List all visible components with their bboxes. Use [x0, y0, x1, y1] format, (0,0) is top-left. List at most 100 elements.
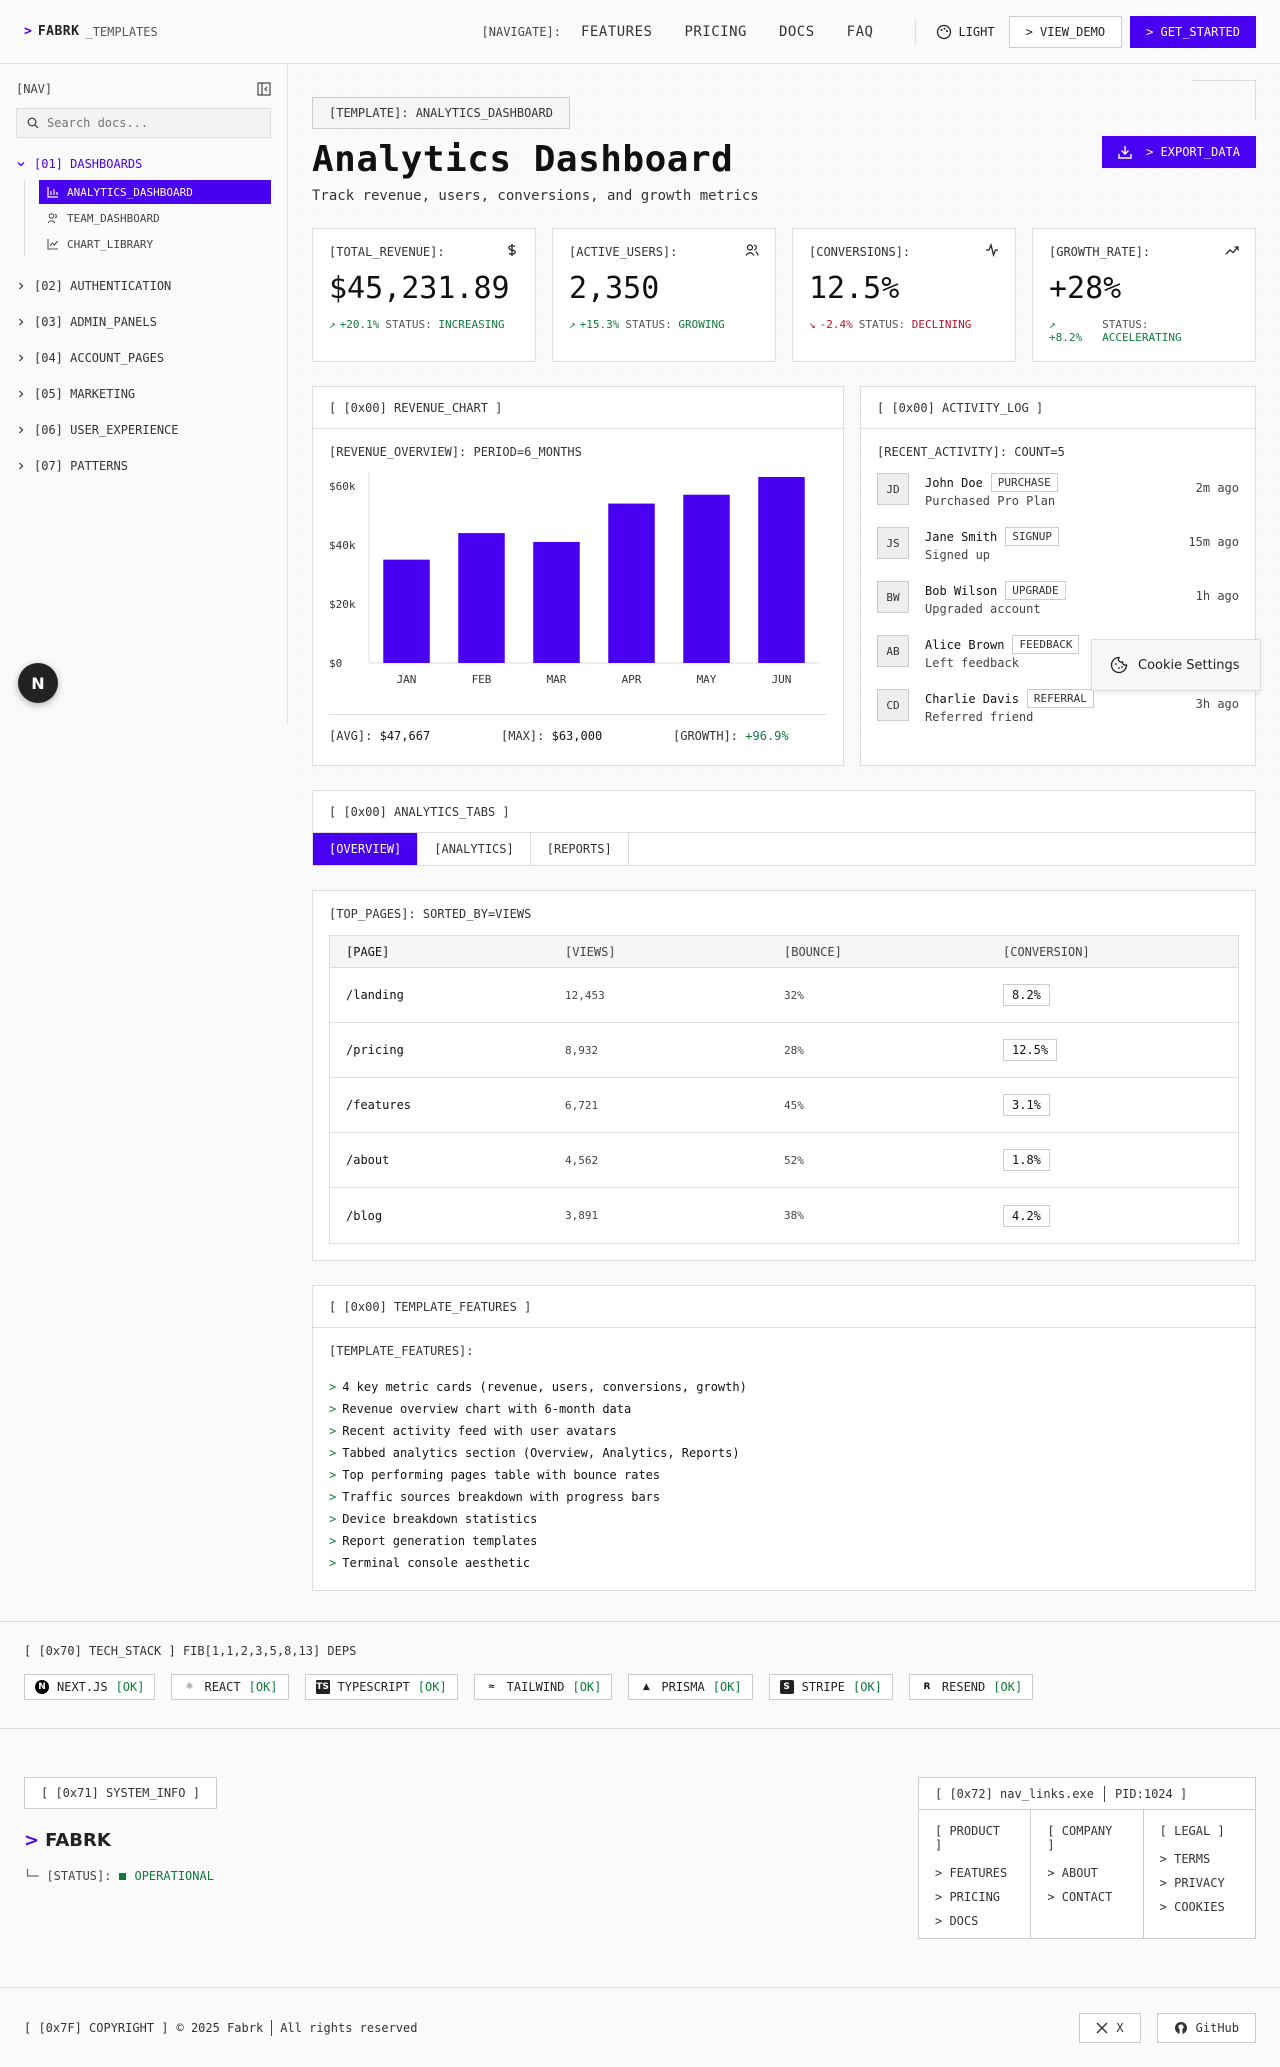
tab-reports[interactable]: [REPORTS] — [531, 833, 629, 865]
get-started-button[interactable]: > GET_STARTED — [1130, 15, 1256, 48]
column-header: [PAGE] — [346, 944, 390, 959]
metric-card: [GROWTH_RATE]: +28% ↗ +8.2% STATUS: ACCELERAT… — [1032, 228, 1256, 362]
bar-may — [683, 494, 730, 663]
chart-and-activity-row: [ [0x00] REVENUE_CHART ] [REVENUE_OVERVI… — [312, 386, 1261, 766]
brand-subtitle: _TEMPLATES — [85, 24, 158, 39]
divider — [271, 2019, 273, 2036]
sidebar-group-label: [04] ACCOUNT_PAGES — [34, 351, 165, 365]
nav-link-features[interactable]: FEATURES — [581, 23, 653, 40]
tech-chip-typescript: TS TYPESCRIPT [OK] — [304, 1674, 458, 1700]
sidebar-group-6[interactable]: [06] USER_EXPERIENCE — [16, 420, 271, 440]
footer-link[interactable]: > ABOUT — [1047, 1866, 1098, 1880]
typescript-icon: TS — [315, 1680, 330, 1694]
feature-item: > Terminal console aesthetic — [329, 1552, 1239, 1574]
tech-name: RESEND — [941, 1680, 986, 1694]
column-header: [CONVERSION] — [1003, 944, 1090, 959]
nav-divider — [915, 19, 917, 44]
footer-nav-links: [ [0x72] nav_links.exe PID:1024 ] [ PROD… — [918, 1777, 1256, 1939]
github-social-button[interactable]: GitHub — [1156, 2012, 1256, 2043]
activity-item[interactable]: AB Alice Brown FEEDBACK Left feedback — [877, 635, 1239, 689]
x-tick-label: MAR — [547, 673, 567, 686]
avg-label: [AVG]: — [329, 729, 373, 743]
cookie-settings-button[interactable]: Cookie Settings — [1091, 639, 1261, 691]
feature-text: Report generation templates — [342, 1534, 538, 1548]
chevron-right-icon — [19, 462, 24, 470]
feature-item: > Revenue overview chart with 6-month dat… — [329, 1398, 1239, 1420]
nav-link-docs[interactable]: DOCS — [778, 23, 815, 40]
download-icon — [1118, 146, 1132, 159]
sidebar-group-5[interactable]: [05] MARKETING — [16, 384, 271, 404]
activity-line: Alice Brown FEEDBACK — [925, 635, 1223, 654]
metric-cards: [TOTAL_REVENUE]: $45,231.89 ↗ +20.1% STATUS:… — [312, 228, 1256, 362]
line-chart-icon — [47, 239, 58, 250]
footer-column-heading: [ PRODUCT ] — [935, 1824, 1001, 1852]
metric-status: STATUS: DECLINING — [859, 318, 972, 331]
top-pages-subtitle: [TOP_PAGES]: SORTED_BY=VIEWS — [329, 907, 532, 921]
activity-item[interactable]: BW Bob Wilson UPGRADE Upgraded account 1h ag… — [877, 581, 1239, 635]
search-input[interactable] — [47, 116, 247, 130]
collapse-sidebar-icon[interactable] — [257, 82, 271, 96]
tech-stack-title: [ [0x70] TECH_STACK ] FIB[1,1,2,3,5,8,13… — [24, 1644, 357, 1658]
page-title: Analytics Dashboard — [312, 139, 734, 180]
footer-link-column: [ PRODUCT ] > FEATURES > PRICING > DOCS — [919, 1810, 1032, 1938]
tab-bar: [OVERVIEW] [ANALYTICS] [REPORTS] — [313, 833, 1255, 865]
tab-overview[interactable]: [OVERVIEW] — [313, 833, 419, 865]
x-social-button[interactable]: X — [1079, 2012, 1141, 2043]
brand-chevron: > — [24, 24, 32, 39]
feature-text: Traffic sources breakdown with progress … — [342, 1490, 661, 1504]
nav-link-pricing[interactable]: PRICING — [684, 23, 747, 40]
table-cell: 3,891 — [565, 1209, 599, 1222]
footer-link[interactable]: > COOKIES — [1159, 1900, 1225, 1914]
theme-toggle-button[interactable]: LIGHT — [936, 24, 995, 40]
table-row: /landing 12,453 32% 8.2% — [330, 968, 1238, 1023]
sidebar-item-analytics-dashboard[interactable]: ANALYTICS_DASHBOARD — [39, 180, 271, 204]
tech-name: STRIPE — [801, 1680, 845, 1694]
x-label: X — [1116, 2020, 1124, 2035]
sidebar-item-team-dashboard[interactable]: TEAM_DASHBOARD — [39, 206, 271, 230]
metric-status-value: INCREASING — [438, 318, 505, 331]
view-demo-button[interactable]: > VIEW_DEMO — [1008, 15, 1123, 48]
tech-stack-chips: N NEXT.JS [OK] ⚛ REACT [OK] TS TYPESCRIPT [OK] ≈ T… — [24, 1674, 1256, 1700]
footer-link[interactable]: > PRIVACY — [1159, 1876, 1225, 1890]
export-data-button[interactable]: > EXPORT_DATA — [1102, 136, 1256, 168]
column-header: [BOUNCE] — [784, 944, 842, 959]
table-cell: 28% — [784, 1043, 804, 1057]
feature-text: Terminal console aesthetic — [342, 1556, 531, 1570]
nav-label: [NAVIGATE]: — [481, 24, 561, 39]
sidebar-group-2[interactable]: [02] AUTHENTICATION — [16, 276, 271, 296]
activity-item[interactable]: JD John Doe PURCHASE Purchased Pro Plan 2m a… — [877, 473, 1239, 527]
panel-title: [ [0x00] TEMPLATE_FEATURES ] — [313, 1286, 1255, 1328]
sidebar-title: [NAV] — [16, 82, 53, 96]
activity-timestamp: 15m ago — [1188, 535, 1239, 549]
feature-item: > Report generation templates — [329, 1530, 1239, 1552]
nextjs-dev-button[interactable]: N — [18, 663, 58, 703]
github-label: GitHub — [1195, 2020, 1239, 2035]
copyright-bar: [ [0x7F] COPYRIGHT ] © 2025 Fabrk All ri… — [0, 1987, 1280, 2067]
sidebar-group-4[interactable]: [04] ACCOUNT_PAGES — [16, 348, 271, 368]
features-subtitle: [TEMPLATE_FEATURES]: — [329, 1344, 474, 1358]
activity-item[interactable]: JS Jane Smith SIGNUP Signed up 15m ago — [877, 527, 1239, 581]
social-links: X GitHub — [1079, 2012, 1256, 2043]
footer-link[interactable]: > CONTACT — [1047, 1890, 1113, 1904]
metric-status-label: STATUS: — [625, 318, 672, 331]
footer-link[interactable]: > DOCS — [935, 1914, 979, 1928]
table-cell: 1.8% — [1003, 1149, 1222, 1171]
search-icon — [27, 117, 39, 129]
sidebar-group-3[interactable]: [03] ADMIN_PANELS — [16, 312, 271, 332]
feature-bullet: > — [329, 1512, 337, 1526]
system-info-tag: [ [0x71] SYSTEM_INFO ] — [24, 1777, 217, 1809]
footer-link[interactable]: > FEATURES — [935, 1866, 1008, 1880]
footer-link[interactable]: > PRICING — [935, 1890, 1001, 1904]
tab-analytics[interactable]: [ANALYTICS] — [418, 833, 531, 865]
sidebar-item-chart-library[interactable]: CHART_LIBRARY — [39, 232, 271, 256]
activity-item[interactable]: CD Charlie Davis REFERRAL Referred friend 3h… — [877, 689, 1239, 743]
sidebar-group-7[interactable]: [07] PATTERNS — [16, 456, 271, 476]
y-tick-label: $40k — [329, 539, 356, 552]
sidebar-group-dashboards[interactable]: [01] DASHBOARDS — [16, 154, 271, 174]
top-pages-panel: [TOP_PAGES]: SORTED_BY=VIEWS [PAGE] [VIE… — [312, 890, 1256, 1261]
nav-link-faq[interactable]: FAQ — [846, 23, 874, 40]
brand-logo[interactable]: > FABRK _TEMPLATES — [24, 24, 158, 39]
footer-link[interactable]: > TERMS — [1159, 1852, 1211, 1866]
metric-change-value: +20.1% — [339, 318, 380, 331]
sidebar-header: [NAV] — [16, 82, 271, 96]
